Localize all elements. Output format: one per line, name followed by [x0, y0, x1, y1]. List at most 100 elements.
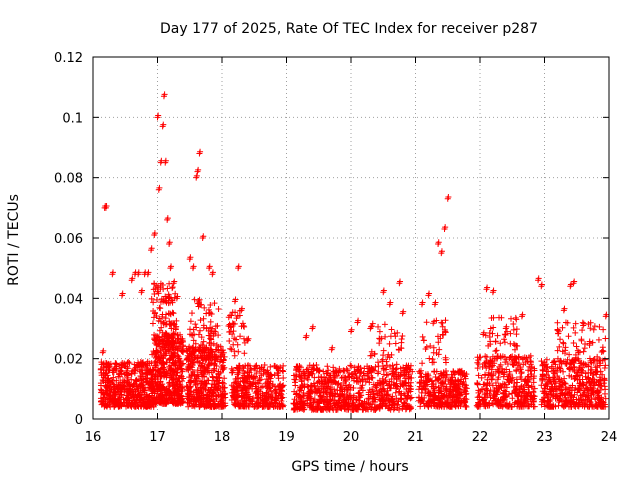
- data-point: [419, 360, 426, 367]
- chart-title: Day 177 of 2025, Rate Of TEC Index for r…: [160, 21, 538, 37]
- data-point: [133, 403, 140, 410]
- data-point: [561, 375, 568, 382]
- data-point: [235, 348, 242, 355]
- data-point: [132, 364, 139, 371]
- data-point: [113, 377, 120, 384]
- data-point: [139, 382, 146, 389]
- data-point: [139, 401, 146, 408]
- data-point: [103, 384, 110, 391]
- data-point: [106, 402, 113, 409]
- data-point: [107, 395, 114, 402]
- data-point: [98, 389, 105, 396]
- data-point: [191, 296, 198, 303]
- data-point: [207, 335, 214, 342]
- data-point: [426, 355, 433, 362]
- data-point: [601, 390, 608, 397]
- data-point: [142, 370, 149, 377]
- data-point: [383, 372, 390, 379]
- data-point: [207, 318, 214, 325]
- data-point: [132, 391, 139, 398]
- data-point: [137, 392, 144, 399]
- data-point: [399, 333, 406, 340]
- data-point: [381, 321, 388, 328]
- data-point: [565, 333, 572, 340]
- data-point: [98, 398, 105, 405]
- data-point: [99, 376, 106, 383]
- data-point: [144, 371, 151, 378]
- data-point: [420, 337, 427, 344]
- data-point: [596, 323, 603, 330]
- data-point: [148, 295, 155, 302]
- data-point: [109, 367, 116, 374]
- data-point: [127, 402, 134, 409]
- data-point: [141, 399, 148, 406]
- data-point: [580, 348, 587, 355]
- data-point: [128, 388, 135, 395]
- data-point: [324, 363, 331, 370]
- data-point: [474, 359, 481, 366]
- data-point: [111, 383, 118, 390]
- data-point: [149, 320, 156, 327]
- data-point: [111, 400, 118, 407]
- data-point: [130, 381, 137, 388]
- data-point: [578, 337, 585, 344]
- data-point: [393, 361, 400, 368]
- data-point: [142, 391, 149, 398]
- data-point: [106, 361, 113, 368]
- data-point: [337, 368, 344, 375]
- data-point: [125, 358, 132, 365]
- data-point: [501, 339, 508, 346]
- data-point: [602, 335, 609, 342]
- data-point: [142, 378, 149, 385]
- data-point: [97, 380, 104, 387]
- data-point: [563, 360, 570, 367]
- data-point: [538, 382, 545, 389]
- data-point: [566, 351, 573, 358]
- data-point: [398, 339, 405, 346]
- data-point: [120, 396, 127, 403]
- data-point: [593, 368, 600, 375]
- x-tick-label: 17: [149, 430, 166, 445]
- data-point: [226, 337, 233, 344]
- data-point: [192, 321, 199, 328]
- x-tick-label: 16: [85, 430, 102, 445]
- data-point: [474, 365, 481, 372]
- data-point: [557, 336, 564, 343]
- data-point: [169, 285, 176, 292]
- data-point: [118, 403, 125, 410]
- data-point: [241, 323, 248, 330]
- data-point: [502, 332, 509, 339]
- data-point: [114, 386, 121, 393]
- data-point: [595, 336, 602, 343]
- data-point: [231, 352, 238, 359]
- data-point: [147, 403, 154, 410]
- data-point: [136, 366, 143, 373]
- x-tick-label: 23: [536, 430, 553, 445]
- data-point: [215, 332, 222, 339]
- data-point: [579, 327, 586, 334]
- data-point: [97, 386, 104, 393]
- data-point: [136, 375, 143, 382]
- data-points: [97, 91, 610, 413]
- data-point: [117, 367, 124, 374]
- y-tick-label: 0.02: [54, 353, 83, 368]
- data-point: [123, 388, 130, 395]
- data-point: [146, 367, 153, 374]
- y-tick-label: 0.12: [54, 51, 83, 66]
- data-point: [590, 326, 597, 333]
- data-point: [386, 340, 393, 347]
- x-tick-label: 18: [214, 430, 231, 445]
- data-point: [130, 367, 137, 374]
- data-point: [138, 363, 145, 370]
- data-point: [180, 375, 187, 382]
- data-point: [600, 326, 607, 333]
- x-axis-label: GPS time / hours: [291, 459, 408, 475]
- data-point: [149, 378, 156, 385]
- data-point: [391, 330, 398, 337]
- data-point: [512, 314, 519, 321]
- data-point: [280, 368, 287, 375]
- y-tick-label: 0.04: [54, 292, 83, 307]
- data-point: [188, 310, 195, 317]
- data-point: [200, 315, 207, 322]
- data-point: [126, 382, 133, 389]
